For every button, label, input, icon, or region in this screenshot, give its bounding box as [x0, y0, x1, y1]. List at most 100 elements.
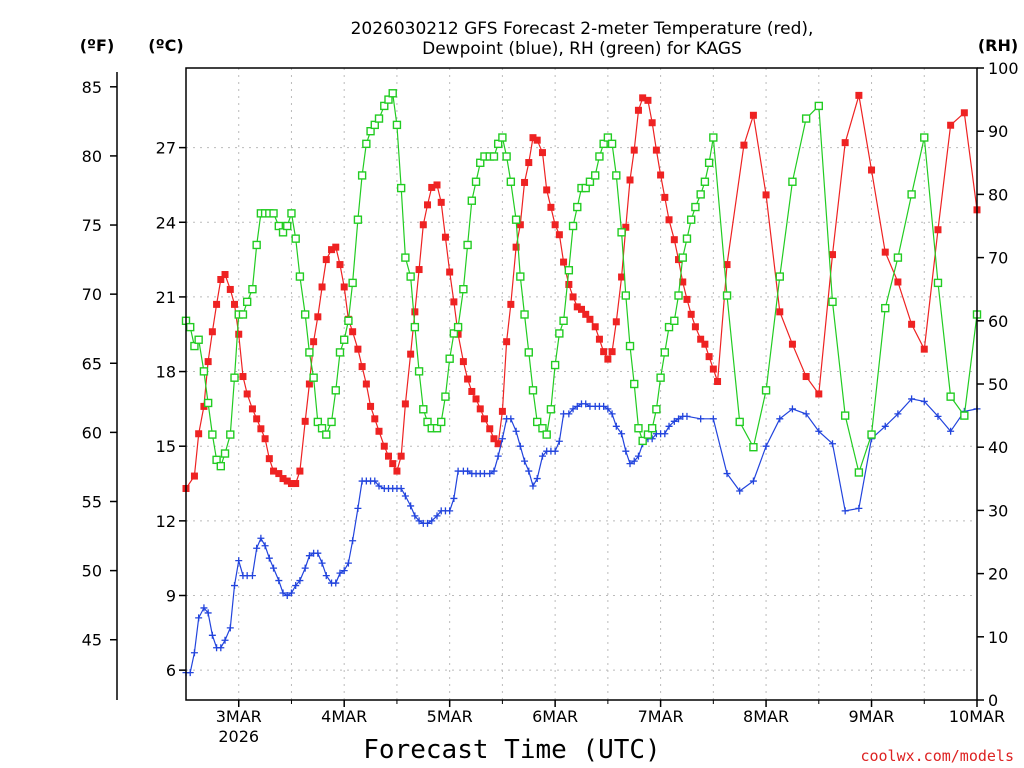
- temperature-point: [279, 475, 287, 483]
- rh-point: [854, 468, 864, 477]
- rh-point: [682, 234, 692, 243]
- temperature-point: [200, 402, 208, 410]
- temperature-point: [283, 477, 291, 485]
- dewpoint-point: [555, 437, 563, 445]
- rh-point: [960, 411, 969, 420]
- dewpoint-point: [407, 502, 415, 510]
- dewpoint-point: [529, 482, 537, 490]
- rh-tick-label: 20: [988, 565, 1008, 584]
- dewpoint-point: [190, 649, 198, 657]
- rh-point: [709, 133, 718, 142]
- fahrenheit-tick-label: 75: [82, 216, 102, 235]
- fahrenheit-axis: 45 50 55 60 65 70 75 80 85: [82, 78, 117, 650]
- celsius-tick-label: 9: [166, 586, 176, 605]
- temperature-point: [709, 365, 717, 373]
- rh-point: [291, 234, 300, 243]
- temperature-point: [239, 373, 247, 381]
- rh-point: [735, 417, 744, 427]
- rh-tick-label: 50: [988, 375, 1008, 394]
- rh-point: [199, 367, 209, 376]
- temperature-point: [301, 417, 309, 425]
- rh-point: [840, 411, 850, 420]
- rh-point: [621, 291, 630, 300]
- temperature-point: [525, 159, 533, 167]
- temperature-point: [600, 348, 608, 356]
- dewpoint-point: [855, 504, 863, 512]
- dewpoint-point: [675, 415, 683, 423]
- temperature-point: [551, 221, 559, 229]
- rh-point: [638, 436, 647, 446]
- rh-tick-label: 30: [988, 501, 1008, 520]
- temperature-point: [697, 335, 705, 343]
- temperature-point: [265, 455, 273, 463]
- time-tick-label: 8MAR: [743, 707, 789, 726]
- temperature-point: [397, 452, 405, 460]
- source-credit: coolwx.com/models: [860, 747, 1014, 765]
- dewpoint-point: [908, 395, 916, 403]
- rh-point: [634, 424, 643, 433]
- rh-point: [585, 177, 595, 186]
- celsius-tick-label: 12: [156, 512, 176, 531]
- fahrenheit-unit-label: (ºF): [80, 36, 115, 55]
- temperature-point: [231, 300, 239, 308]
- dewpoint-point: [332, 579, 340, 587]
- dewpoint-point: [433, 512, 441, 520]
- dewpoint-point: [533, 475, 541, 483]
- temperature-point: [960, 109, 968, 117]
- rh-point: [459, 285, 468, 294]
- temperature-point: [503, 338, 511, 346]
- rh-point: [493, 139, 503, 149]
- dewpoint-point: [538, 452, 546, 460]
- temperature-point: [670, 236, 678, 244]
- dewpoint-point: [521, 457, 529, 465]
- temperature-point: [644, 96, 652, 104]
- temperature-point: [714, 378, 722, 386]
- celsius-tick-label: 27: [156, 139, 176, 158]
- dewpoint-point: [626, 460, 634, 468]
- temperature-point: [723, 261, 731, 269]
- rh-point: [449, 329, 459, 338]
- rh-point: [252, 240, 261, 250]
- dewpoint-point: [314, 549, 322, 557]
- rh-point: [313, 417, 323, 427]
- dewpoint-point: [894, 410, 902, 418]
- rh-point: [203, 398, 213, 408]
- rh-point: [907, 190, 916, 199]
- dewpoint-point: [270, 564, 278, 572]
- rh-point: [691, 202, 700, 212]
- chart-title-line-2: Dewpoint (blue), RH (green) for KAGS: [422, 39, 742, 59]
- rh-point: [274, 221, 284, 231]
- dewpoint-point: [829, 440, 837, 448]
- rh-point: [467, 196, 477, 205]
- rh-point: [581, 183, 590, 193]
- temperature-point: [371, 415, 379, 423]
- temperature-point: [340, 283, 348, 291]
- temperature-point: [221, 271, 229, 279]
- temperature-point: [464, 375, 472, 383]
- rh-point: [406, 272, 415, 281]
- rh-point: [212, 455, 221, 465]
- temperature-point: [450, 298, 458, 306]
- dewpoint-point: [200, 604, 208, 612]
- dewpoint-point: [186, 669, 194, 677]
- temperature-point: [490, 435, 498, 443]
- rh-point: [660, 348, 670, 357]
- dewpoint-point: [600, 402, 608, 410]
- dewpoint-point: [947, 427, 955, 435]
- dewpoint-point: [375, 482, 383, 490]
- temperature-point: [595, 335, 603, 343]
- rh-point: [625, 341, 635, 351]
- dewpoint-point: [630, 457, 638, 465]
- dewpoint-point: [776, 415, 784, 423]
- temperature-point: [354, 345, 362, 353]
- temperature-point: [375, 427, 383, 435]
- rh-point: [388, 89, 397, 98]
- dewpoint-point: [881, 422, 889, 430]
- temperature-series: [182, 91, 981, 493]
- dewpoint-point: [336, 569, 344, 577]
- celsius-tick-label: 24: [156, 213, 176, 232]
- temperature-point: [401, 400, 409, 408]
- rh-point: [612, 171, 621, 180]
- rh-point: [920, 133, 929, 142]
